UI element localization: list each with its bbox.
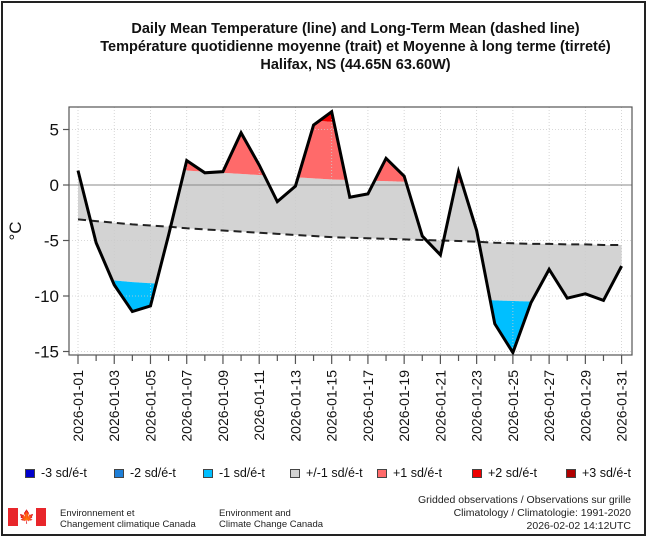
y-tick-label: 5 (50, 121, 59, 140)
chart-title: Daily Mean Temperature (line) and Long-T… (131, 21, 580, 37)
dept-name-en: Environment and Climate Change Canada (219, 508, 323, 530)
sd-band-area (298, 121, 346, 180)
x-tick-label: 2026-01-03 (106, 370, 122, 442)
x-tick-label: 2026-01-05 (142, 370, 158, 442)
legend-label: +3 sd/é-t (582, 466, 631, 480)
legend-label: -3 sd/é-t (41, 466, 87, 480)
legend-swatch (566, 468, 576, 478)
x-tick-label: 2026-01-07 (179, 370, 195, 442)
legend-item: -3 sd/é-t (25, 466, 87, 480)
legend-swatch (25, 468, 35, 478)
dept-name-fr: Environnement et Changement climatique C… (60, 508, 196, 530)
y-tick-label: -10 (34, 287, 59, 306)
legend-item: -2 sd/é-t (114, 466, 176, 480)
sd-band-area (375, 158, 406, 182)
dept-fr-line2: Changement climatique Canada (60, 519, 196, 530)
x-tick-label: 2026-01-27 (541, 370, 557, 442)
eccc-signature: 🍁 (8, 508, 46, 526)
dept-fr-line1: Environnement et (60, 508, 135, 519)
sd-band-area (78, 170, 622, 302)
sd-fill-areas (78, 111, 622, 353)
legend-swatch (290, 468, 300, 478)
x-tick-label: 2026-01-19 (396, 370, 412, 442)
legend-label: +1 sd/é-t (393, 466, 442, 480)
x-tick-label: 2026-01-25 (505, 370, 521, 442)
legend-swatch (472, 468, 482, 478)
dept-en-line2: Climate Change Canada (219, 519, 324, 530)
legend-swatch (114, 468, 124, 478)
plot-box (68, 106, 633, 356)
x-tick-label: 2026-01-31 (614, 370, 630, 442)
y-axis-label: °C (6, 221, 25, 240)
axes: 5 0 -5 -10 -15 °C 2026-01-01 2026-01-03 2026-01-… (6, 106, 633, 442)
legend-item: +3 sd/é-t (566, 466, 631, 480)
dept-en-line1: Environment and (219, 508, 291, 519)
x-tick-label: 2026-01-01 (70, 370, 86, 442)
y-tick-label: 0 (50, 176, 59, 195)
series-lines (76, 109, 623, 357)
sd-band-area (490, 300, 531, 353)
legend-item: -1 sd/é-t (203, 466, 265, 480)
x-tick-label: 2026-01-17 (360, 370, 376, 442)
legend-label: -1 sd/é-t (219, 466, 265, 480)
y-tick-label: -15 (34, 343, 59, 362)
x-tick-label: 2026-01-23 (469, 370, 485, 442)
legend-label: +2 sd/é-t (488, 466, 537, 480)
climatology-line: Climatology / Climatologie: 1991-2020 (453, 507, 631, 519)
x-tick-label: 2026-01-29 (577, 370, 593, 442)
legend-item: +1 sd/é-t (377, 466, 442, 480)
chart-location: Halifax, NS (44.65N 63.60W) (260, 57, 451, 73)
temperature-chart: 5 0 -5 -10 -15 °C 2026-01-01 2026-01-03 2026-01-… (6, 106, 633, 442)
legend-item: +2 sd/é-t (472, 466, 537, 480)
x-tick-label: 2026-01-09 (215, 370, 231, 442)
chart-title-fr: Température quotidienne moyenne (trait) … (100, 39, 611, 55)
canada-flag-icon: 🍁 (8, 508, 46, 526)
sd-band-area (112, 280, 156, 312)
legend-swatch (203, 468, 213, 478)
y-tick-label: -5 (44, 232, 59, 251)
x-tick-label: 2026-01-13 (287, 370, 303, 442)
daily-mean-line (76, 109, 623, 357)
x-tick-label: 2026-01-15 (324, 370, 340, 442)
legend-label: +/-1 sd/é-t (306, 466, 363, 480)
legend: -3 sd/é-t -2 sd/é-t -1 sd/é-t +/-1 sd/é-t +1… (0, 466, 651, 482)
legend-label: -2 sd/é-t (130, 466, 176, 480)
legend-item: +/-1 sd/é-t (290, 466, 363, 480)
timestamp: 2026-02-02 14:12UTC (526, 520, 631, 532)
x-tick-label: 2026-01-11 (251, 370, 267, 441)
legend-swatch (377, 468, 387, 478)
x-tick-label: 2026-01-21 (432, 370, 448, 442)
source-line: Gridded observations / Observations sur … (417, 494, 631, 506)
source-info: Gridded observations / Observations sur … (418, 494, 631, 533)
